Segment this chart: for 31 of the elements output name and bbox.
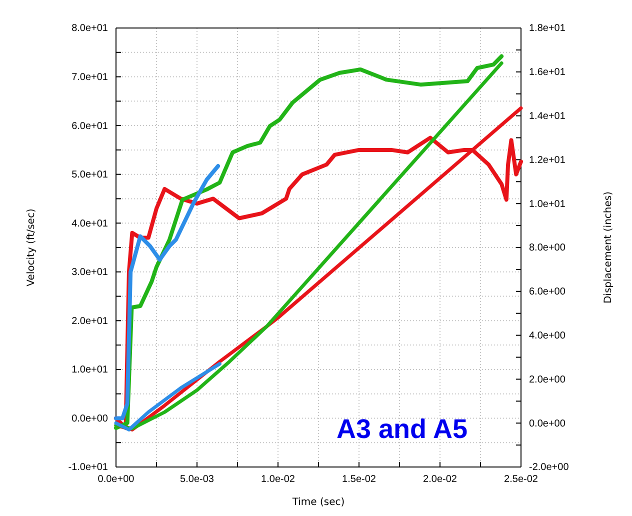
y-tick-label: 2.0e+01 [72,316,108,327]
y2-axis-title: Displacement (inches) [603,191,614,304]
y2-tick-label: 6.0e+00 [529,286,566,298]
x-tick-label: 1.5e-02 [342,474,376,486]
y2-tick-label: -2.0e+00 [529,462,570,474]
y2-tick-label: 1.4e+01 [529,111,566,122]
x-tick-label: 0.0e+00 [98,474,135,486]
y-tick-label: 1.0e+01 [72,364,108,376]
y2-tick-label: 1.0e+01 [529,198,566,210]
y-tick-label: 0.0e+00 [72,413,108,424]
y-tick-label: 6.0e+01 [72,120,108,132]
x-tick-label: 1.0e-02 [261,474,296,486]
y2-tick-label: 1.8e+01 [529,23,566,34]
x-axis-title: Time (sec) [291,497,345,508]
annotation: A3 and A5 [336,414,468,444]
y-tick-label: 4.0e+01 [72,218,108,230]
x-tick-label: 2.0e-02 [423,474,458,486]
y2-tick-label: 8.0e+00 [529,242,566,254]
y-tick-label: -1.0e+01 [68,462,108,474]
y2-tick-label: 0.0e+00 [529,418,566,430]
y-tick-label: 5.0e+01 [72,170,108,181]
y-tick-label: 8.0e+01 [72,23,108,34]
x-tick-label: 2.5e-02 [504,474,538,486]
y-tick-label: 3.0e+01 [72,267,108,278]
x-tick-label: 5.0e-03 [180,474,214,486]
y2-tick-label: 2.0e+00 [529,374,566,386]
y-axis-title: Velocity (ft/sec) [26,208,37,286]
y2-tick-label: 1.6e+01 [529,67,566,78]
y2-tick-label: 4.0e+00 [529,330,566,342]
y2-tick-label: 1.2e+01 [529,154,566,166]
y-tick-label: 7.0e+01 [72,72,108,83]
